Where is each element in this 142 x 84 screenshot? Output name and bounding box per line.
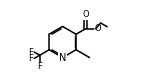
Text: F: F bbox=[29, 48, 33, 57]
Text: F: F bbox=[29, 54, 33, 63]
Text: O: O bbox=[82, 10, 89, 19]
Text: O: O bbox=[94, 24, 101, 33]
Text: F: F bbox=[37, 62, 42, 71]
Text: N: N bbox=[59, 52, 66, 63]
